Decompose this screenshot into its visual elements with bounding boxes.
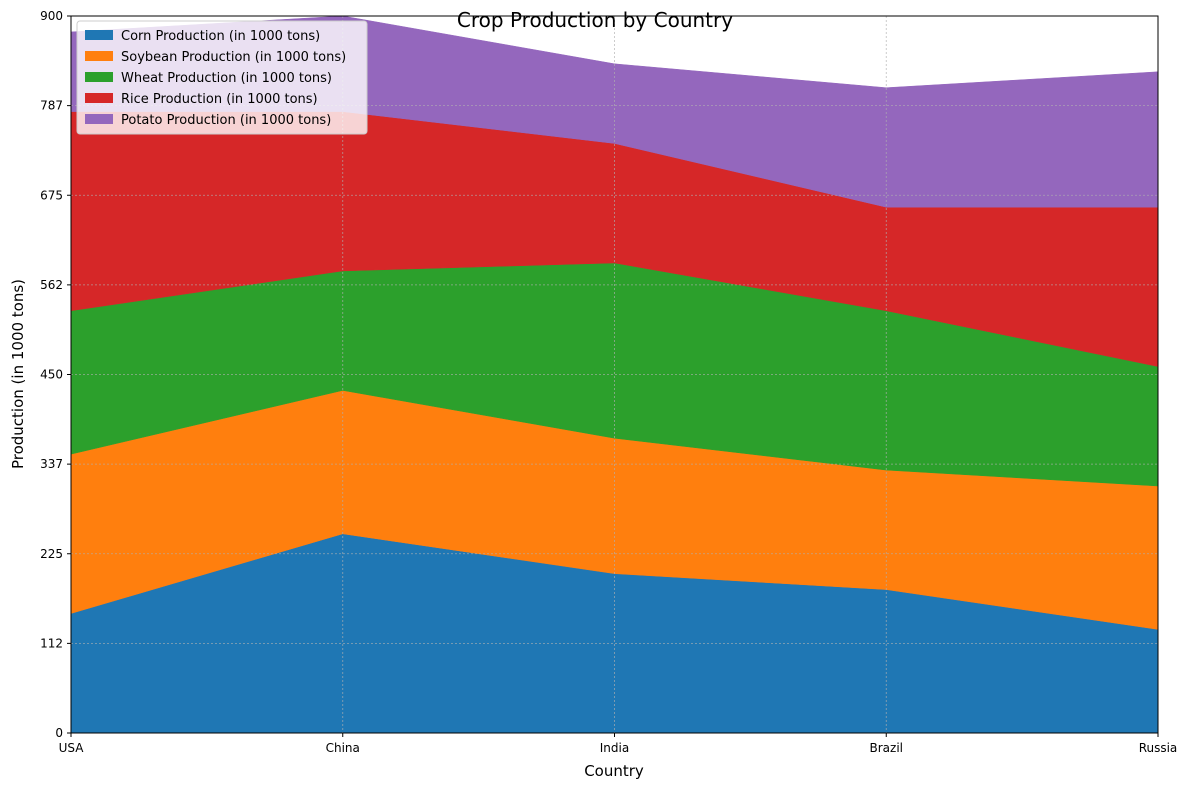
y-tick-label: 0 (55, 726, 63, 740)
y-tick-label: 450 (40, 368, 63, 382)
y-tick-label: 225 (40, 547, 63, 561)
legend-swatch (85, 30, 113, 40)
legend-swatch (85, 51, 113, 61)
legend-swatch (85, 93, 113, 103)
x-tick-label: Brazil (870, 741, 904, 755)
x-tick-labels: USA China India Brazil Russia (59, 741, 1178, 755)
y-tick-label: 900 (40, 9, 63, 23)
y-tick-label: 787 (40, 99, 63, 113)
legend-label: Rice Production (in 1000 tons) (121, 92, 318, 107)
legend-label: Potato Production (in 1000 tons) (121, 113, 331, 128)
y-tick-label: 112 (40, 636, 63, 650)
y-tick-label: 675 (40, 188, 63, 202)
x-tick-label: India (600, 741, 629, 755)
x-tick-label: Russia (1139, 741, 1178, 755)
legend-swatch (85, 114, 113, 124)
y-tick-labels: 0 112 225 337 450 562 675 787 900 (40, 9, 63, 740)
legend-swatch (85, 72, 113, 82)
legend-box (76, 20, 368, 135)
legend-label: Soybean Production (in 1000 tons) (121, 50, 346, 65)
legend: Corn Production (in 1000 tons) Soybean Pr… (76, 20, 368, 135)
y-tick-label: 337 (40, 457, 63, 471)
legend-label: Corn Production (in 1000 tons) (121, 29, 320, 44)
x-tick-label: China (326, 741, 360, 755)
x-axis-title: Country (584, 762, 644, 780)
y-axis-title: Production (in 1000 tons) (9, 279, 27, 469)
x-tick-label: USA (59, 741, 85, 755)
axes (67, 15, 1159, 737)
legend-label: Wheat Production (in 1000 tons) (121, 71, 332, 86)
chart-title: Crop Production by Country (457, 8, 733, 32)
y-tick-label: 562 (40, 278, 63, 292)
